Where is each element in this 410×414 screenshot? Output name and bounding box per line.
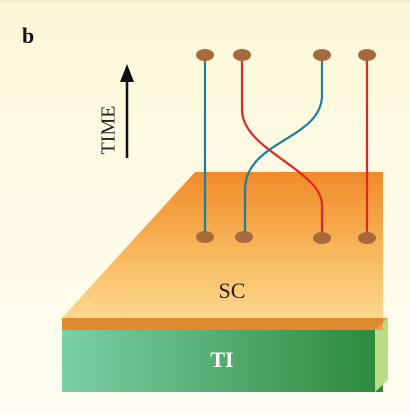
sc-edge [62, 318, 383, 330]
particle [313, 49, 331, 61]
panel-label: b [22, 23, 34, 48]
particle [233, 49, 251, 61]
particle [235, 231, 253, 243]
particle [358, 232, 376, 244]
diagram: b TIME SC TI [0, 0, 410, 414]
sc-label: SC [219, 278, 246, 303]
time-label: TIME [98, 106, 120, 155]
ti-label: TI [210, 347, 233, 372]
particle [358, 49, 376, 61]
particle [196, 49, 214, 61]
page: {"panel_label": "b", "axis_label": "TIME… [0, 0, 410, 414]
particle [313, 232, 331, 244]
particle [196, 231, 214, 243]
